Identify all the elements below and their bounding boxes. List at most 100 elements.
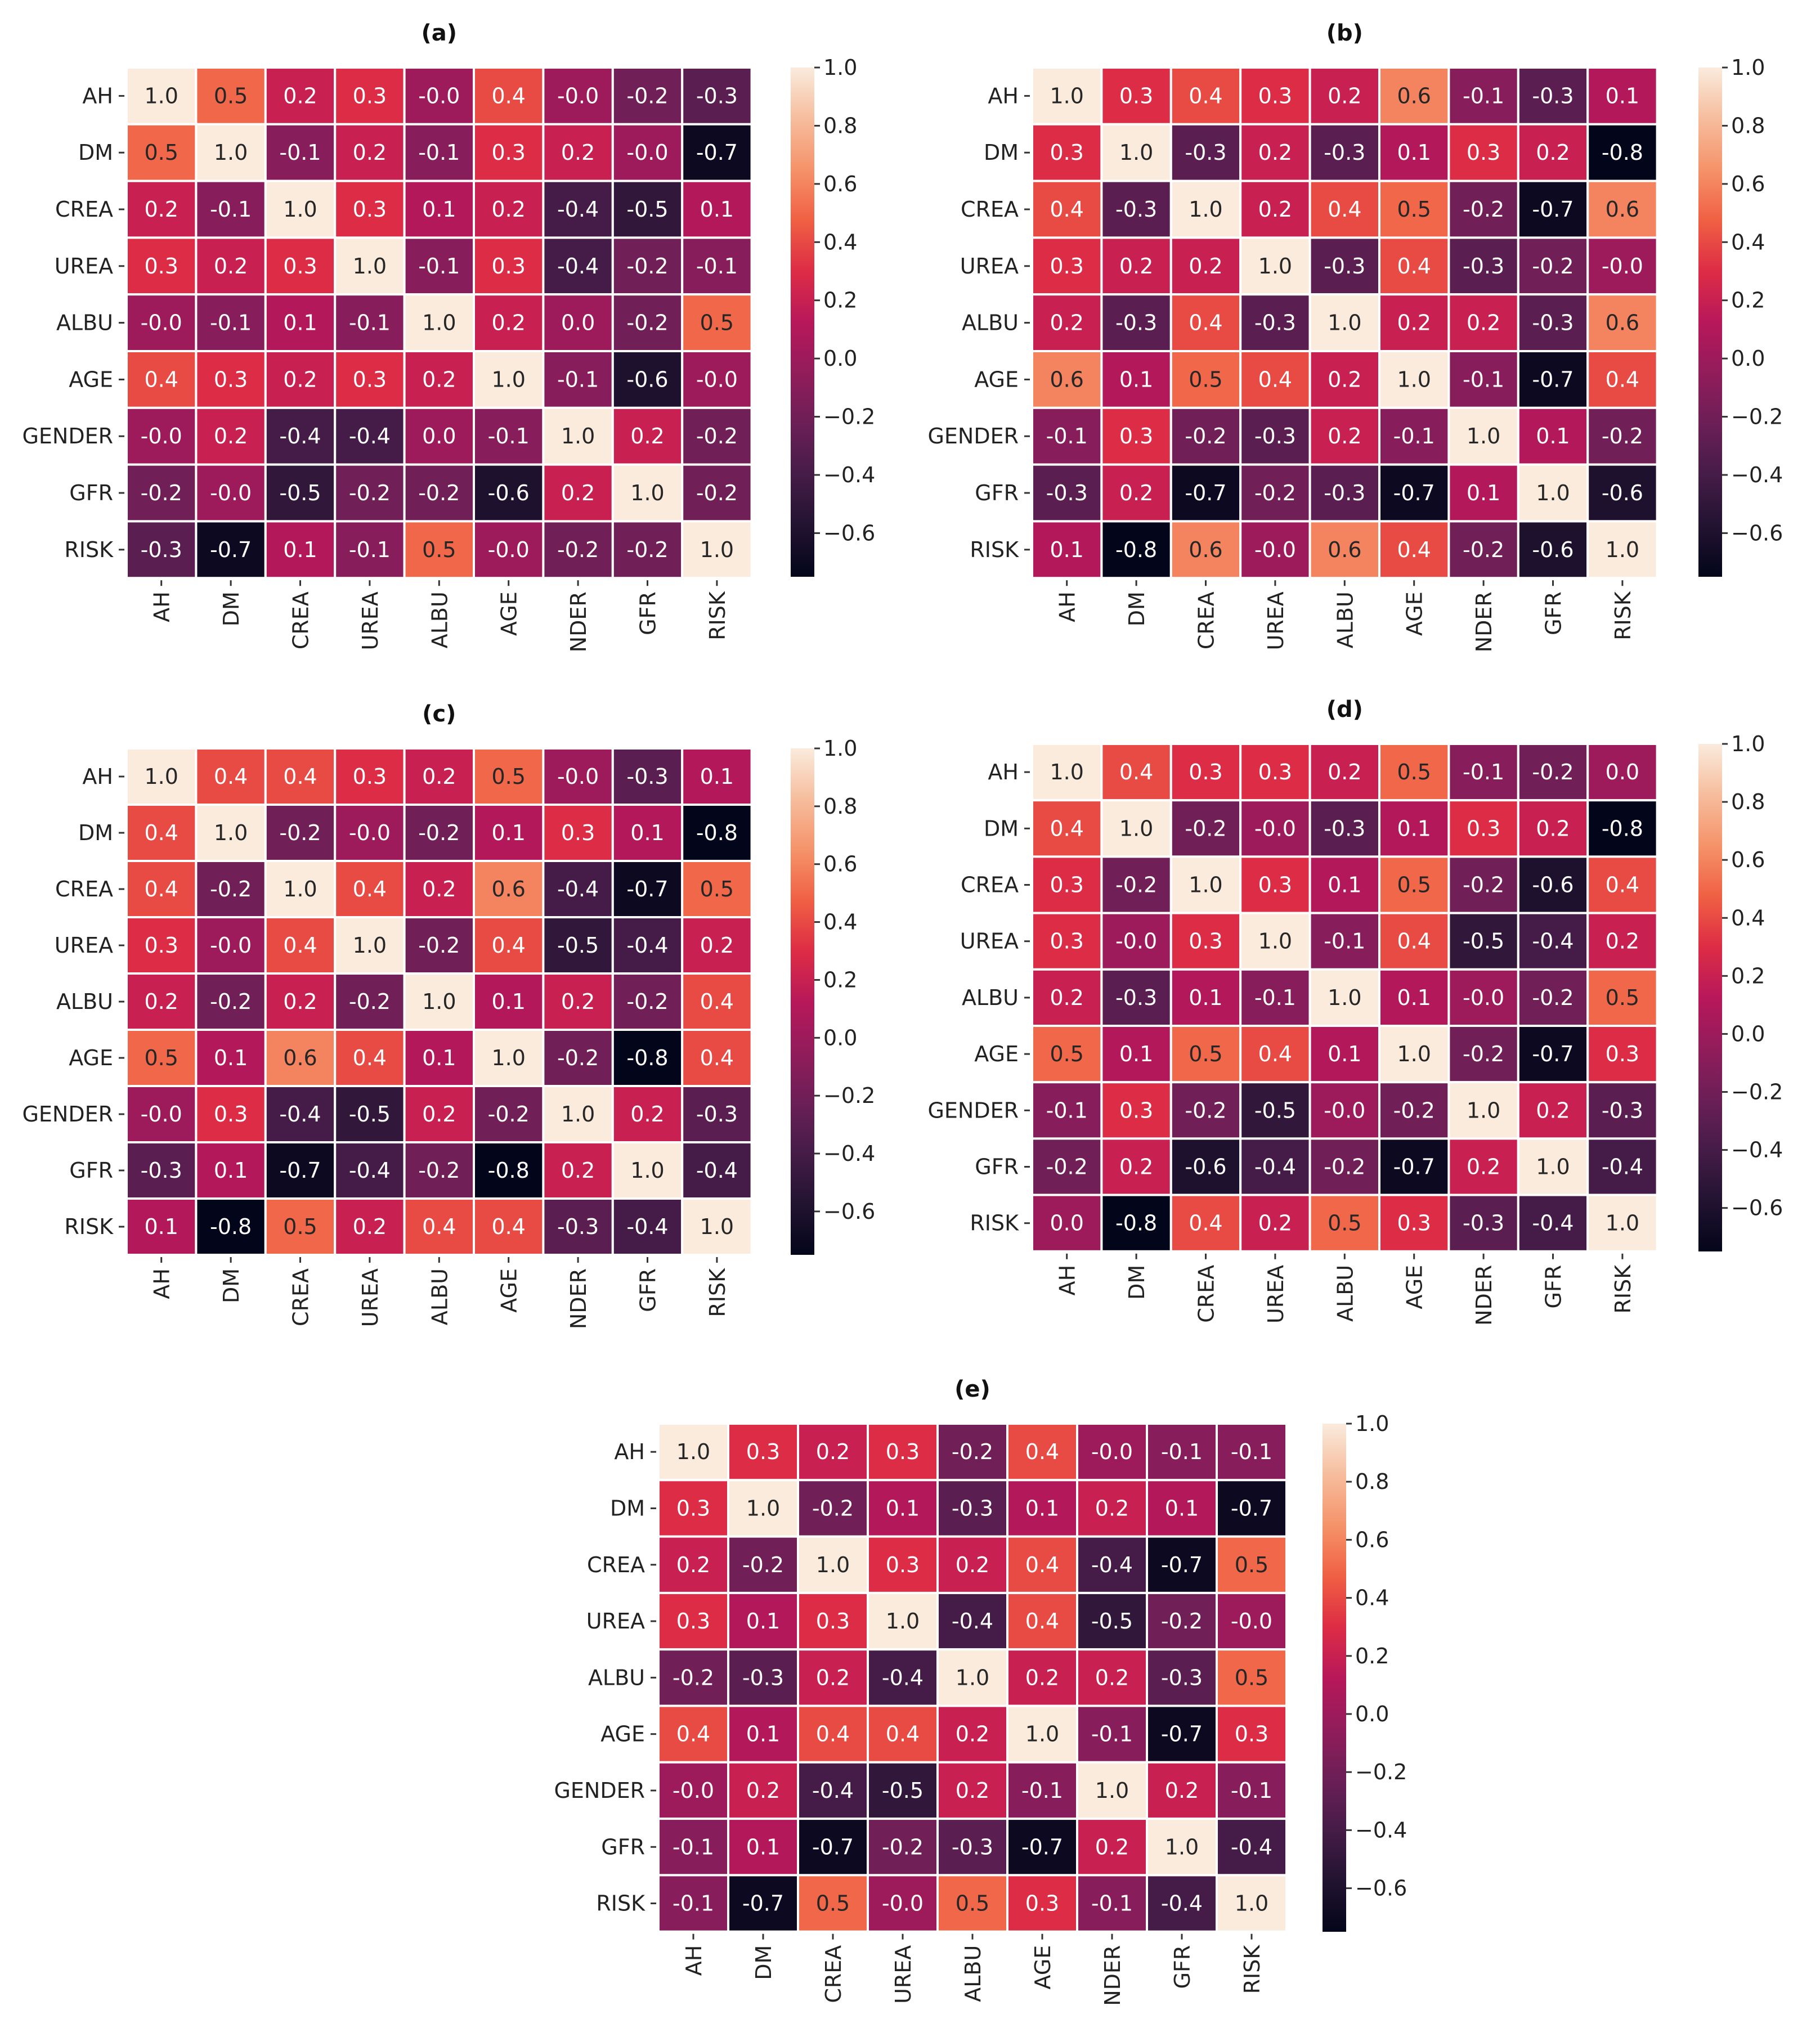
cell-value-label: 0.4 <box>700 1046 734 1070</box>
heatmap-cell <box>657 1704 729 1764</box>
x-tick-label: UREA <box>358 1268 383 1327</box>
x-tick-label: DM <box>219 1268 244 1303</box>
cell-value-label: -0.4 <box>557 197 599 222</box>
panel-title: (c) <box>422 701 456 727</box>
cell-value-label: 1.0 <box>144 764 178 789</box>
cell-value-label: 0.1 <box>1050 537 1083 562</box>
heatmap-cell <box>1239 968 1311 1028</box>
cell-value-label: -0.2 <box>1115 873 1157 898</box>
heatmap-cell <box>657 1874 729 1933</box>
y-tick-label: AH <box>82 764 113 789</box>
cell-value-label: -0.4 <box>349 424 391 448</box>
cell-value-label: 0.2 <box>1328 83 1361 108</box>
cell-value-label: -0.3 <box>696 1102 738 1127</box>
heatmap-cell <box>1517 855 1589 914</box>
cell-value-label: 0.3 <box>746 1439 780 1464</box>
heatmap-cell <box>1517 350 1589 409</box>
cell-value-label: 0.3 <box>1119 83 1153 108</box>
heatmap-cell <box>1447 463 1519 523</box>
cell-value-label: -0.3 <box>1046 481 1088 505</box>
cell-value-label: -0.7 <box>1231 1496 1272 1520</box>
heatmap-cell <box>681 463 753 523</box>
heatmap-cell <box>657 1591 729 1651</box>
heatmap-cell <box>681 520 753 580</box>
heatmap-cell <box>195 406 267 466</box>
cell-value-label: -0.1 <box>349 311 391 335</box>
cell-value-label: 0.2 <box>561 1158 595 1183</box>
cell-value-label: -0.3 <box>1185 140 1226 165</box>
cell-value-label: -0.1 <box>1463 367 1504 392</box>
cell-value-label: 0.0 <box>422 424 456 448</box>
cell-value-label: -0.7 <box>1532 367 1574 392</box>
y-tick-label: DM <box>78 140 113 165</box>
cell-value-label: 0.0 <box>561 311 595 335</box>
cell-value-label: -0.5 <box>1091 1609 1133 1634</box>
heatmap-cell <box>1076 1535 1148 1594</box>
cell-value-label: -0.7 <box>626 877 668 901</box>
cell-value-label: -0.2 <box>210 877 252 901</box>
x-tick-label: UREA <box>1263 591 1288 650</box>
x-tick-label: NDER <box>1472 1265 1496 1326</box>
colorbar-tick-label: −0.6 <box>823 521 875 545</box>
cell-value-label: 0.1 <box>1467 481 1500 505</box>
cell-value-label: 0.1 <box>491 989 525 1014</box>
x-tick-label: ALBU <box>427 591 452 648</box>
cell-value-label: -0.8 <box>488 1158 530 1183</box>
cell-value-label: -0.2 <box>279 820 321 845</box>
cell-value-label: 0.2 <box>1165 1778 1199 1803</box>
heatmap-cell <box>1031 123 1103 182</box>
x-tick-label: AH <box>1055 591 1080 622</box>
cell-value-label: 0.1 <box>1397 816 1431 841</box>
cell-value-label: 0.3 <box>1189 929 1222 954</box>
cell-value-label: -0.2 <box>626 311 668 335</box>
cell-value-label: 1.0 <box>561 424 595 448</box>
heatmap-cell <box>542 972 614 1031</box>
cell-value-label: 0.4 <box>1025 1553 1059 1577</box>
cell-value-label: -0.2 <box>418 481 460 505</box>
cell-value-label: 0.2 <box>816 1439 850 1464</box>
cell-value-label: 0.5 <box>1050 1042 1083 1066</box>
heatmap-cell <box>125 1197 198 1256</box>
cell-value-label: 0.4 <box>1189 311 1222 335</box>
x-tick-label: DM <box>1124 1265 1149 1300</box>
cell-value-label: 0.3 <box>144 933 178 958</box>
cell-value-label: -0.0 <box>141 1102 182 1127</box>
cell-value-label: 0.2 <box>1050 985 1083 1010</box>
heatmap-cell <box>125 123 198 182</box>
y-tick-label: GFR <box>69 1158 113 1183</box>
cell-value-label: 1.0 <box>144 83 178 108</box>
cell-value-label: -0.1 <box>418 140 460 165</box>
heatmap-cell <box>403 520 475 580</box>
cell-value-label: 0.2 <box>630 1102 664 1127</box>
cell-value-label: -0.2 <box>696 424 738 448</box>
colorbar-tick-label: −0.2 <box>1355 1760 1407 1784</box>
heatmap-cell <box>681 747 753 806</box>
cell-value-label: -0.4 <box>279 1102 321 1127</box>
cell-value-label: 1.0 <box>214 140 248 165</box>
heatmap-cell <box>264 180 337 239</box>
x-tick-label: ALBU <box>427 1268 452 1325</box>
heatmap-cell <box>1100 350 1172 409</box>
heatmap-cell <box>334 972 406 1031</box>
cell-value-label: -0.2 <box>696 481 738 505</box>
cell-value-label: -0.3 <box>557 1214 599 1239</box>
cell-value-label: 0.3 <box>353 764 387 789</box>
heatmap-cell <box>1586 1137 1658 1196</box>
heatmap-cell <box>1100 520 1172 580</box>
colorbar-tick-label: 1.0 <box>1731 732 1765 756</box>
cell-value-label: -0.0 <box>626 140 668 165</box>
heatmap-cell <box>1031 1081 1103 1140</box>
heatmap-cell <box>1447 799 1519 858</box>
cell-value-label: -0.6 <box>626 367 668 392</box>
cell-value-label: -0.2 <box>626 83 668 108</box>
cell-value-label: -0.4 <box>626 1214 668 1239</box>
heatmap-cell <box>611 350 684 409</box>
heatmap-cell <box>1308 1194 1381 1253</box>
x-tick-label: NDER <box>566 1268 591 1329</box>
cell-value-label: -0.2 <box>882 1834 924 1859</box>
heatmap-cell <box>1239 180 1311 239</box>
heatmap-cell <box>611 123 684 182</box>
cell-value-label: -0.1 <box>1046 424 1088 448</box>
cell-value-label: 1.0 <box>353 933 387 958</box>
